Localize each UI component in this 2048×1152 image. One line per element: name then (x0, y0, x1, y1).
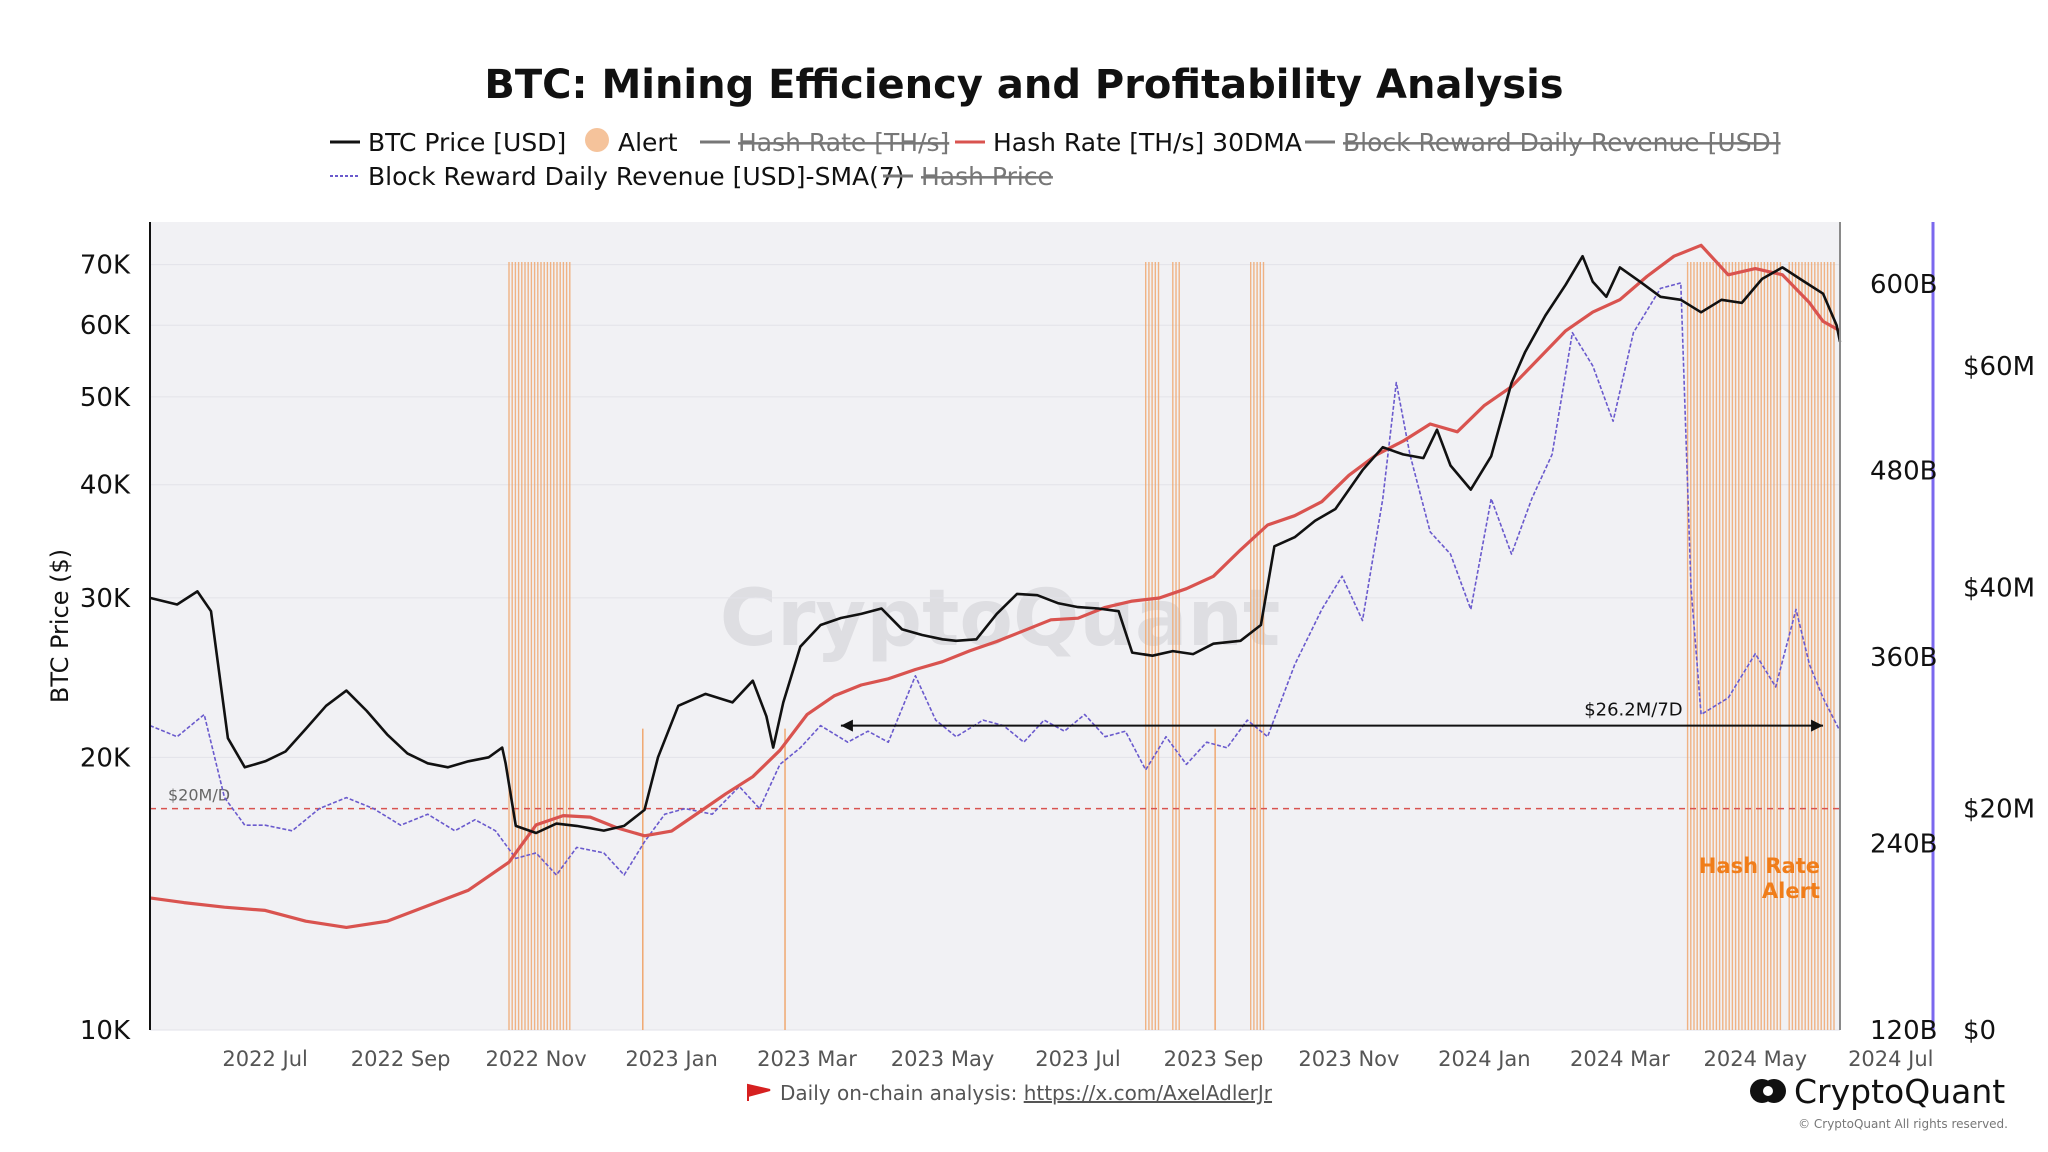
y-right2-tick-label-3: $60M (1963, 352, 2035, 382)
legend-label-hash-rate: Hash Rate [TH/s] (738, 128, 949, 157)
y-right2-tick-label-1: $20M (1963, 795, 2035, 825)
x-tick-label-6: 2023 Jul (1035, 1047, 1120, 1071)
flag-icon (747, 1083, 771, 1101)
y-right1-tick-label-2: 360B (1870, 643, 1937, 673)
axis-ticks: 10K 20K 30K 40K 50K 60K 70K 120B 240B 360B 480B 600… (80, 251, 2035, 1071)
reference-line-label: $20M/D (168, 786, 230, 805)
y-left-tick-label-1: 20K (80, 743, 131, 773)
y-left-tick-label-3: 40K (80, 471, 131, 501)
x-tick-label-4: 2023 Mar (757, 1047, 857, 1071)
legend-label-block-reward-sma: Block Reward Daily Revenue [USD]-SMA(7) (368, 162, 905, 191)
legend-item-block-reward-sma[interactable]: Block Reward Daily Revenue [USD]-SMA(7) (330, 162, 905, 191)
alert-band-7 (1686, 262, 1782, 1030)
legend-label-alert: Alert (618, 128, 678, 157)
series-line-btc-price (149, 254, 1842, 835)
series-line-block-reward-sma7 (149, 282, 1841, 876)
y-left-tick-label-4: 50K (80, 383, 131, 413)
x-tick-label-5: 2023 May (891, 1047, 995, 1071)
y-right2-tick-label-2: $40M (1963, 573, 2035, 603)
alert-band-4 (1172, 262, 1180, 1030)
series-lines (149, 243, 1842, 929)
hash-rate-alert-label-line2: Alert (1762, 879, 1820, 903)
y-left-tick-label-2: 30K (80, 584, 131, 614)
reference-line-group: $20M/D (150, 786, 1840, 810)
legend-item-hash-rate[interactable]: Hash Rate [TH/s] (700, 128, 949, 157)
alert-band-0 (508, 262, 571, 1030)
annotation-group: $26.2M/7D (840, 700, 1824, 732)
legend: BTC Price [USD] Alert Hash Rate [TH/s] H… (330, 128, 1781, 191)
gridlines (150, 264, 1840, 1031)
alert-band-3 (1145, 262, 1160, 1030)
alert-bands (508, 262, 1835, 1030)
x-tick-label-2: 2022 Nov (486, 1047, 587, 1071)
x-tick-label-0: 2022 Jul (222, 1047, 307, 1071)
footer: Daily on-chain analysis: https://x.com/A… (747, 1072, 2008, 1131)
svg-text:Daily on-chain analysis:: Daily on-chain analysis: https://x.com/A… (780, 1081, 1273, 1105)
annotation-arrow-head-right (1811, 719, 1824, 732)
x-tick-label-8: 2023 Nov (1298, 1047, 1399, 1071)
cryptoquant-logo-icon (1750, 1079, 1786, 1103)
watermark: CryptoQuant (720, 574, 1281, 664)
y-left-tick-label-0: 10K (80, 1016, 131, 1046)
brand-name: CryptoQuant (1794, 1072, 2005, 1111)
legend-label-hash-rate-30dma: Hash Rate [TH/s] 30DMA (993, 128, 1302, 157)
legend-item-hash-price[interactable]: Hash Price (883, 162, 1053, 191)
footer-prefix: Daily on-chain analysis: (780, 1081, 1024, 1105)
y-right1-tick-label-4: 600B (1870, 270, 1937, 300)
plot-area (150, 222, 1840, 1030)
annotation-label: $26.2M/7D (1584, 700, 1682, 721)
y-right1-tick-label-0: 120B (1870, 1016, 1937, 1046)
y-left-tick-label-6: 70K (80, 251, 131, 281)
x-tick-label-10: 2024 Mar (1570, 1047, 1670, 1071)
copyright: © CryptoQuant All rights reserved. (1798, 1117, 2008, 1131)
x-tick-label-12: 2024 Jul (1848, 1047, 1933, 1071)
legend-item-block-reward[interactable]: Block Reward Daily Revenue [USD] (1305, 128, 1781, 157)
legend-item-alert[interactable]: Alert (585, 128, 678, 157)
y-right1-tick-label-1: 240B (1870, 830, 1937, 860)
hash-rate-alert-label-line1: Hash Rate (1699, 854, 1820, 878)
legend-item-btc-price[interactable]: BTC Price [USD] (330, 128, 566, 157)
x-tick-label-7: 2023 Sep (1164, 1047, 1264, 1071)
x-tick-label-11: 2024 May (1704, 1047, 1808, 1071)
alert-band-6 (1250, 262, 1265, 1030)
y-right1-tick-label-3: 480B (1870, 457, 1937, 487)
y-axis-label: BTC Price ($) (46, 549, 74, 703)
legend-label-btc-price: BTC Price [USD] (368, 128, 566, 157)
x-tick-label-3: 2023 Jan (625, 1047, 718, 1071)
legend-item-hash-rate-30dma[interactable]: Hash Rate [TH/s] 30DMA (955, 128, 1302, 157)
annotation-arrow-head-left (840, 719, 853, 732)
y-left-tick-label-5: 60K (80, 311, 131, 341)
x-tick-label-1: 2022 Sep (351, 1047, 451, 1071)
chart-title: BTC: Mining Efficiency and Profitability… (484, 62, 1563, 108)
alert-band-8 (1788, 262, 1835, 1030)
legend-label-block-reward: Block Reward Daily Revenue [USD] (1343, 128, 1781, 157)
x-tick-label-9: 2024 Jan (1438, 1047, 1531, 1071)
footer-link[interactable]: https://x.com/AxelAdlerJr (1024, 1081, 1273, 1105)
y-right2-tick-label-0: $0 (1963, 1016, 1996, 1046)
legend-label-hash-price: Hash Price (921, 162, 1053, 191)
